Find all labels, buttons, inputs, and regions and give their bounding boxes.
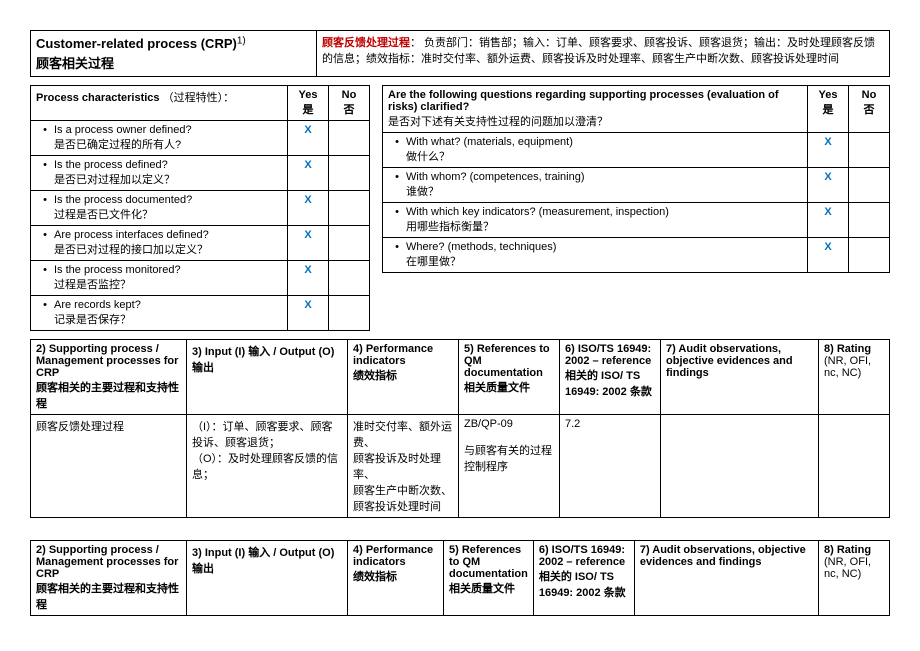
characteristics-row: Process characteristics （过程特性）： Yes是 No否… [30,85,890,331]
mid-c6: 7.2 [560,415,661,518]
yes-cell: X [288,296,329,331]
title-cn: 顾客相关过程 [36,56,114,71]
left-characteristics-table: Process characteristics （过程特性）： Yes是 No否… [30,85,370,331]
characteristic-row: •Are process interfaces defined?是否已对过程的接… [31,226,288,261]
left-heading-en: Process characteristics [36,92,160,104]
yes-cell: X [808,238,849,273]
characteristic-row: •Is the process documented?过程是否已文件化？ [31,191,288,226]
no-cell [849,133,890,168]
mid-c7 [661,415,819,518]
header-table: Customer-related process (CRP)1) 顾客相关过程 … [30,30,890,77]
desc-colon: ： [410,37,421,49]
left-heading-cn: （过程特性）： [163,92,235,104]
no-cell [329,156,370,191]
no-cell [329,121,370,156]
mid-c2: 顾客反馈处理过程 [31,415,187,518]
no-cell [329,226,370,261]
characteristic-row: •Where? (methods, techniques)在哪里做？ [383,238,808,273]
title-en: Customer-related process (CRP) [36,36,237,51]
yes-cell: X [808,168,849,203]
characteristic-row: •Is the process defined?是否已对过程加以定义？ [31,156,288,191]
yes-cell: X [288,156,329,191]
no-cell [849,203,890,238]
yes-cell: X [808,203,849,238]
yes-cell: X [808,133,849,168]
no-cell [849,168,890,203]
characteristic-row: •With what? (materials, equipment)做什么？ [383,133,808,168]
characteristic-row: •Is a process owner defined?是否已确定过程的所有人? [31,121,288,156]
yes-cell: X [288,121,329,156]
characteristic-row: •Is the process monitored?过程是否监控？ [31,261,288,296]
no-cell [849,238,890,273]
yes-cell: X [288,226,329,261]
characteristic-row: •With which key indicators? (measurement… [383,203,808,238]
title-sup: 1) [237,35,246,46]
right-heading-en: Are the following questions regarding su… [388,89,779,113]
mid-c3: （I）：订单、顾客要求、顾客投诉、顾客退货； （O）：及时处理顾客反馈的信息； [187,415,348,518]
mid-table: 2) Supporting process / Management proce… [30,339,890,518]
yes-cell: X [288,261,329,296]
bottom-table: 2) Supporting process / Management proce… [30,540,890,616]
yes-cell: X [288,191,329,226]
no-cell [329,296,370,331]
mid-c8 [819,415,890,518]
characteristic-row: •Are records kept?记录是否保存？ [31,296,288,331]
mid-c4: 准时交付率、额外运费、 顾客投诉及时处理率、 顾客生产中断次数、 顾客投诉处理时… [348,415,459,518]
right-heading-cn: 是否对下述有关支持性过程的问题加以澄清？ [388,116,608,128]
mid-c5: ZB/QP-09 与顾客有关的过程控制程序 [459,415,560,518]
no-cell [329,191,370,226]
desc-label: 顾客反馈处理过程 [322,37,410,49]
right-characteristics-table: Are the following questions regarding su… [382,85,890,273]
characteristic-row: •With whom? (competences, training)谁做？ [383,168,808,203]
no-cell [329,261,370,296]
